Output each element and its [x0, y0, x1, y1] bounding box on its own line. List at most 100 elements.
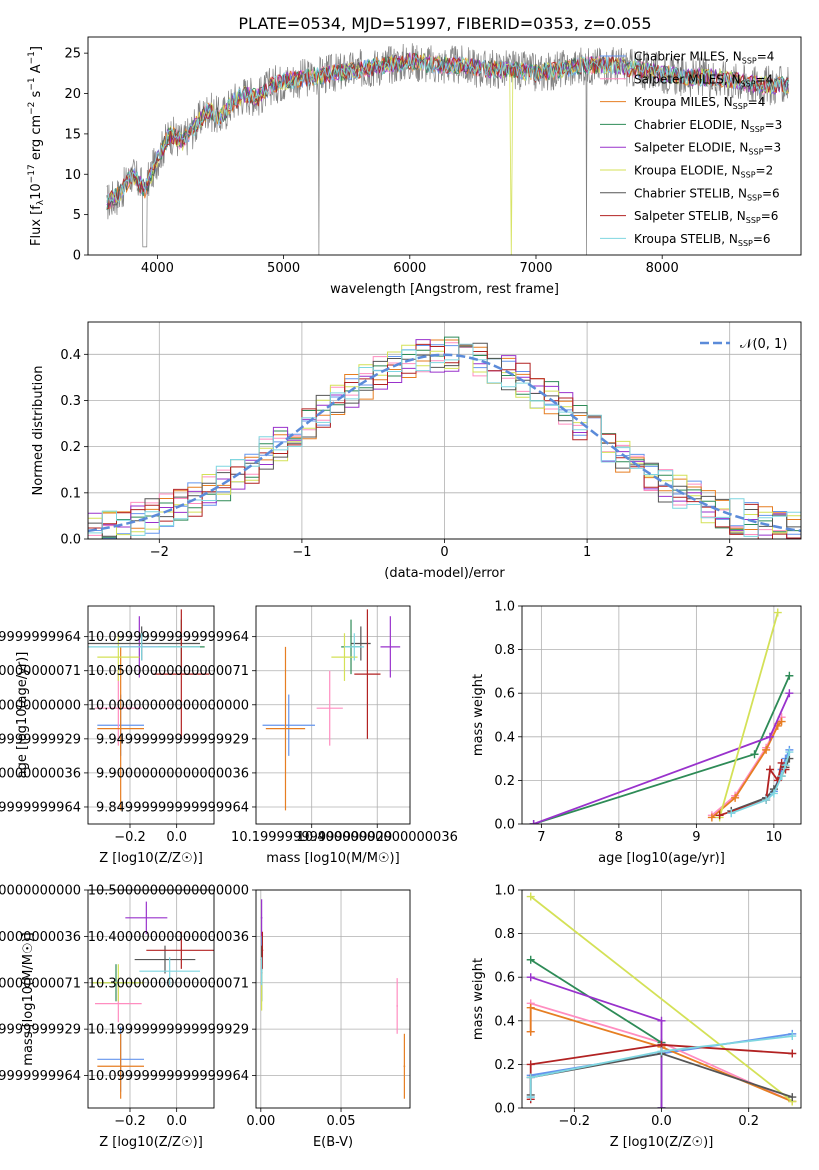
x-tick-label: 1: [583, 545, 591, 560]
y-axis-label: Normed distribution: [31, 366, 46, 496]
y-tick-label: 0.8: [494, 643, 515, 658]
weight-line: [530, 895, 793, 1103]
weight-marker: [766, 732, 774, 741]
weight-marker: [526, 1027, 535, 1036]
x-axis-label: age [log10(age/yr)]: [598, 851, 725, 866]
mass_vs_EBV-points: [260, 899, 406, 1099]
x-tick-label: 0.0: [166, 1114, 187, 1129]
weight-marker: [773, 608, 782, 617]
x-tick-label: −1: [292, 545, 311, 560]
weight-marker: [526, 955, 535, 964]
y-tick-label: 0.2: [60, 440, 81, 455]
x-axis-label: Z [log10(Z/Z☉)]: [99, 1135, 203, 1150]
y-axis-label: mass weight: [471, 674, 486, 756]
y-tick-label: 15: [64, 127, 81, 142]
weight-line: [718, 612, 779, 818]
x-tick-label: 0.05: [327, 1114, 356, 1129]
legend-label: Chabrier STELIB, NSSP=6: [634, 186, 780, 202]
y-tick-label: 0.0: [60, 533, 81, 548]
x-tick-label: 10: [766, 830, 783, 845]
y-tick-label: 9.84999999999999964: [96, 800, 249, 815]
legend-label: Chabrier ELODIE, NSSP=3: [634, 118, 782, 134]
y-tick-label: 9.90000000000000036: [0, 766, 81, 781]
plot-area: 4000 5000 6000 7000 80000510152025wavelength…: [0, 36, 802, 1150]
weight-marker: [777, 717, 786, 726]
weight-marker: [788, 1049, 797, 1058]
y-tick-label: 0: [73, 249, 81, 264]
histogram-step: [88, 343, 801, 539]
weight-line: [530, 976, 663, 1108]
x-tick-label: 2: [726, 545, 734, 560]
y-tick-label: 1.0: [494, 884, 515, 899]
y-tick-label: 10.09999999999999964: [88, 1069, 249, 1084]
weight-marker: [657, 1047, 666, 1056]
x-tick-label: −2: [150, 545, 169, 560]
x-axis-label: Z [log10(Z/Z☉)]: [610, 1135, 714, 1150]
y-tick-label: 5: [73, 208, 81, 223]
weight-line: [529, 1035, 793, 1098]
legend-label: Salpeter STELIB, NSSP=6: [634, 209, 778, 225]
y-tick-label: 10.40000000000000036: [0, 930, 81, 945]
x-tick-label: 10.19999999999999929: [231, 830, 392, 845]
x-axis-label: Z [log10(Z/Z☉)]: [99, 851, 203, 866]
weight-marker: [781, 761, 790, 770]
y-tick-label: 0.0: [494, 818, 515, 833]
weight-marker: [766, 765, 774, 774]
x-tick-label: 7000: [519, 261, 552, 276]
x-axis-label: mass [log10(M/M☉)]: [266, 851, 399, 866]
age_vs_mass-frame: [255, 605, 411, 825]
x-tick-label: 7: [537, 830, 545, 845]
x-tick-label: 0.0: [651, 1114, 672, 1129]
weight-marker: [657, 1016, 666, 1025]
weight_vs_Z-frame: [521, 889, 802, 1109]
residual-histograms: [88, 336, 801, 539]
x-tick-label: −0.2: [559, 1114, 591, 1129]
y-tick-label: 10.00000000000000000: [88, 698, 249, 713]
y-tick-label: 0.1: [60, 486, 81, 501]
legend-label: 𝒩(0, 1): [740, 337, 787, 352]
weight_vs_age-lines: [529, 608, 794, 824]
weight-marker: [777, 772, 786, 781]
weight-line: [533, 675, 791, 824]
age_vs_Z-frame: [87, 605, 215, 825]
weight-marker: [657, 1104, 666, 1108]
y-tick-label: 10.19999999999999929: [0, 1023, 81, 1038]
mass_vs_Z-points: [92, 901, 214, 1099]
x-tick-label: 8: [615, 830, 623, 845]
y-axis-label: age [log10(age/yr)]: [15, 652, 30, 779]
y-tick-label: 0.3: [60, 394, 81, 409]
legend-label: Salpeter MILES, NSSP=4: [634, 72, 773, 88]
y-tick-label: 10.05000000000000071: [88, 664, 249, 679]
y-tick-label: 10.09999999999999964: [0, 1069, 81, 1084]
x-tick-label: −0.2: [114, 830, 146, 845]
weight-line: [711, 716, 783, 816]
weight-marker: [727, 809, 736, 818]
y-tick-label: 0.4: [494, 1014, 515, 1029]
weight-marker: [762, 796, 771, 805]
y-axis-label: mass weight: [471, 958, 486, 1040]
y-tick-label: 10.00000000000000000: [0, 698, 81, 713]
y-tick-label: 10.19999999999999929: [88, 1023, 249, 1038]
x-tick-label: 5000: [267, 261, 300, 276]
weight-marker: [526, 1073, 535, 1082]
y-tick-label: 0.6: [494, 687, 515, 702]
weight-marker: [715, 811, 724, 820]
x-tick-label: 8000: [646, 261, 679, 276]
mass_vs_EBV-axes: 0.00 0.05 10.09999999999999964 10.199999999…: [88, 884, 410, 1129]
x-tick-label: 0: [440, 545, 448, 560]
x-axis-label: (data-model)/error: [384, 566, 505, 581]
y-tick-label: 0.2: [494, 774, 515, 789]
x-tick-label: 0.0: [166, 830, 187, 845]
spectrum-model-line: [106, 52, 789, 210]
x-tick-label: 0.00: [246, 1114, 275, 1129]
mass_vs_EBV-frame: [255, 889, 411, 1109]
y-tick-label: 0.8: [494, 927, 515, 942]
x-tick-label: 4000: [141, 261, 174, 276]
y-tick-label: 9.84999999999999964: [0, 800, 81, 815]
spectrum-axes: 4000 5000 6000 7000 8000 0 5 10 15 20 25: [64, 47, 678, 276]
y-tick-label: 10.50000000000000000: [88, 884, 249, 899]
y-tick-label: 10.05000000000000071: [0, 664, 81, 679]
y-tick-label: 9.94999999999999929: [0, 732, 81, 747]
residuals-frame: [87, 321, 802, 540]
